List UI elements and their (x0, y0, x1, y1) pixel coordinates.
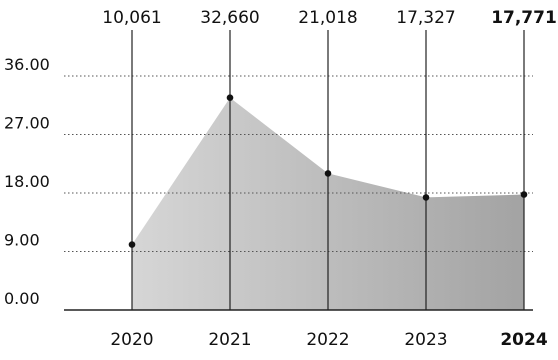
x-tick-label-2024: 2024 (500, 330, 547, 350)
x-tick-label-2021: 2021 (208, 330, 251, 350)
value-label-2020: 10,061 (102, 8, 161, 28)
y-tick-label: 0.00 (4, 289, 40, 308)
data-point-2023 (422, 194, 430, 201)
value-label-2023: 17,327 (396, 8, 455, 28)
x-tick-label-2020: 2020 (110, 330, 153, 350)
y-tick-label: 27.00 (4, 114, 50, 133)
y-tick-label: 18.00 (4, 172, 50, 191)
y-tick-label: 9.00 (4, 231, 40, 250)
value-label-2024: 17,771 (491, 8, 557, 28)
data-point-2024 (520, 191, 528, 198)
value-label-2021: 32,660 (200, 8, 259, 28)
x-tick-label-2023: 2023 (404, 330, 447, 350)
data-point-2021 (226, 94, 234, 101)
y-tick-label: 36.00 (4, 55, 50, 74)
value-label-2022: 21,018 (298, 8, 357, 28)
data-point-2020 (128, 241, 136, 248)
data-point-2022 (324, 170, 332, 177)
x-tick-label-2022: 2022 (306, 330, 349, 350)
